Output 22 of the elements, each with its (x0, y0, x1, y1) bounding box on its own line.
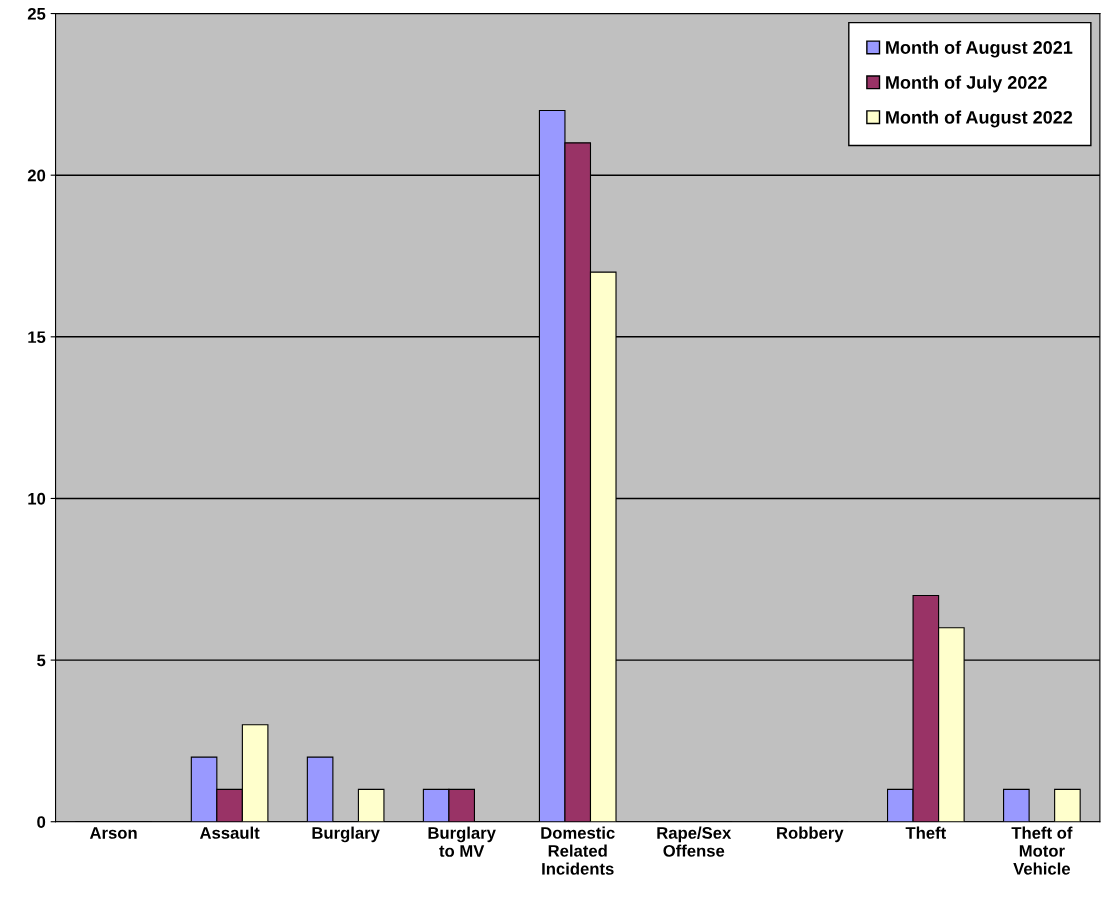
y-tick-label: 15 (28, 331, 46, 344)
y-tick-label: 0 (37, 816, 46, 828)
y-tick-label: 20 (27, 169, 46, 182)
x-tick-label: Burglary to MV (428, 826, 496, 857)
x-tick-label: Robbery (777, 826, 844, 843)
y-tick-label: 10 (28, 492, 46, 505)
x-tick-label: Domestic Related Incidents (541, 826, 615, 875)
y-tick-label: 25 (27, 7, 46, 20)
x-tick-label: Theft (905, 826, 946, 839)
x-tick-label: Theft of Motor Vehicle (1011, 826, 1073, 875)
bar (357, 788, 385, 822)
x-tick-label: Arson (89, 827, 137, 839)
x-tick-label: Burglary (312, 826, 380, 843)
bar (1003, 788, 1030, 822)
legend-label: Month of August 2021 (886, 40, 1073, 58)
bar (306, 756, 334, 822)
x-tick-label: Rape/Sex Offense (657, 826, 732, 857)
y-tick-label: 5 (37, 654, 46, 667)
legend-label: Month of July 2022 (886, 75, 1047, 93)
legend-label: Month of August 2022 (886, 110, 1073, 128)
bar (1054, 788, 1081, 822)
x-tick-label: Assault (199, 826, 260, 839)
